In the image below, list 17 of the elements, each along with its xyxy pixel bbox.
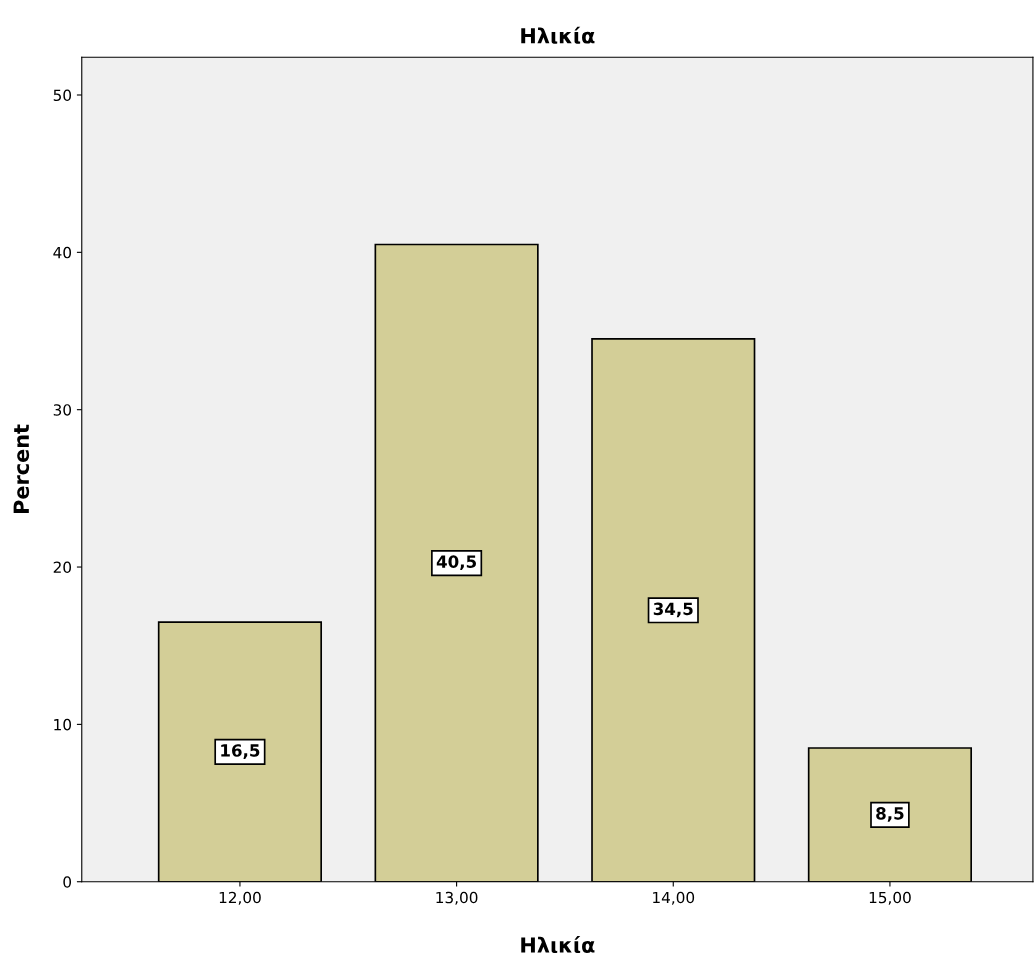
y-tick-label: 30	[53, 404, 72, 416]
y-tick-label: 0	[63, 876, 72, 888]
x-tick-label: 15,00	[869, 891, 911, 905]
chart-title: Ηλικία	[521, 26, 595, 44]
data-label: 34,5	[653, 602, 693, 618]
x-tick-label: 12,00	[219, 891, 261, 905]
x-axis-title: Ηλικία	[521, 935, 595, 954]
y-tick-label: 40	[53, 246, 72, 259]
y-tick-label: 50	[53, 89, 72, 102]
y-tick-label: 20	[53, 561, 72, 574]
x-tick-label: 14,00	[653, 891, 695, 905]
x-tick-label: 13,00	[436, 891, 478, 905]
y-tick-label: 10	[54, 718, 72, 731]
data-label: 40,5	[436, 555, 476, 571]
data-label: 8,5	[876, 807, 904, 822]
data-label: 16,5	[221, 744, 260, 759]
y-axis-title: Percent	[13, 424, 30, 514]
